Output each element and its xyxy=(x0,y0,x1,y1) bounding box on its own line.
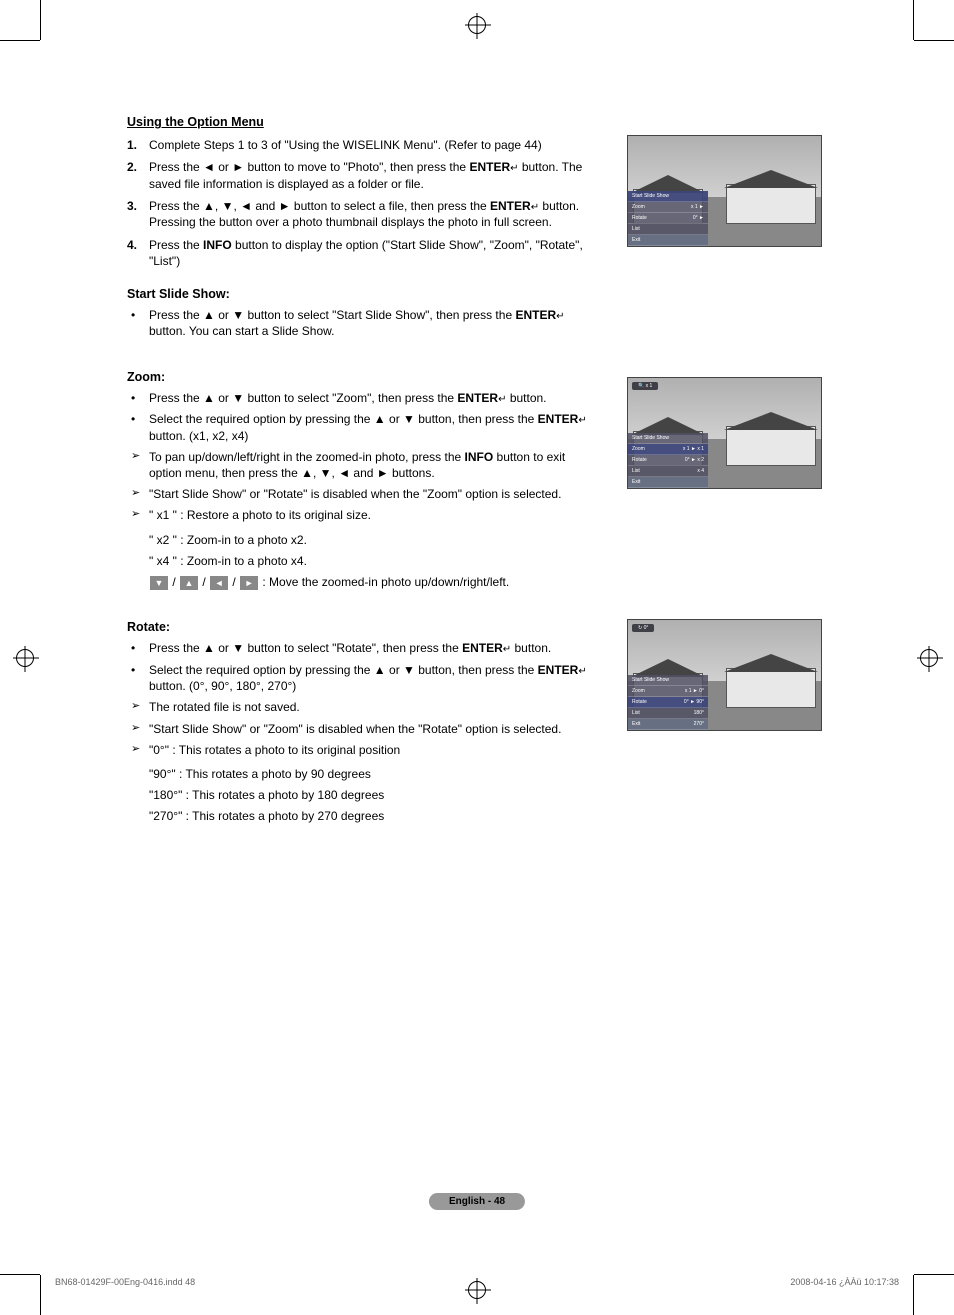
zoom-move-line: ▼ / ▲ / ◄ / ► : Move the zoomed-in photo… xyxy=(127,574,592,590)
bullet-item: ➢The rotated file is not saved. xyxy=(127,699,592,715)
enter-icon: ↵ xyxy=(578,665,586,679)
menu-row: List180° xyxy=(628,708,708,719)
direction-key: ► xyxy=(240,576,258,590)
bullet-item: •Press the ▲ or ▼ button to select "Rota… xyxy=(127,640,592,657)
registration-mark xyxy=(16,649,34,667)
menu-row: Start Slide Show xyxy=(628,433,708,444)
main-column: Using the Option Menu 1.Complete Steps 1… xyxy=(127,115,592,829)
registration-mark xyxy=(468,16,486,34)
bullet-item: ➢To pan up/down/left/right in the zoomed… xyxy=(127,449,592,481)
direction-key: ▼ xyxy=(150,576,168,590)
screenshot-3: ↻ 0° Start Slide ShowZoomx 1 ► 0°Rotate0… xyxy=(627,619,822,731)
menu-row: Exit xyxy=(628,477,708,488)
menu-row: List xyxy=(628,224,708,235)
rotate-badge: ↻ 0° xyxy=(632,624,654,632)
menu-row: Exit xyxy=(628,235,708,246)
footer-filename: BN68-01429F-00Eng-0416.indd 48 xyxy=(55,1277,195,1287)
steps-list: 1.Complete Steps 1 to 3 of "Using the WI… xyxy=(127,137,592,269)
enter-icon: ↵ xyxy=(510,162,518,176)
step-item: 4.Press the INFO button to display the o… xyxy=(127,237,592,269)
bullet-item: ➢"0°" : This rotates a photo to its orig… xyxy=(127,742,592,758)
step-item: 1.Complete Steps 1 to 3 of "Using the WI… xyxy=(127,137,592,153)
enter-icon: ↵ xyxy=(578,414,586,428)
screenshot-2: 🔍 x 1 Start Slide ShowZoomx 1 ► x 1Rotat… xyxy=(627,377,822,489)
zoom-bullets: •Press the ▲ or ▼ button to select "Zoom… xyxy=(127,390,592,524)
crop-mark xyxy=(914,1235,954,1275)
sub-line: "180°" : This rotates a photo by 180 deg… xyxy=(127,787,592,803)
screenshot-1: Start Slide ShowZoomx 1 ►Rotate0° ►ListE… xyxy=(627,135,822,247)
crop-mark xyxy=(0,1235,40,1275)
registration-mark xyxy=(920,649,938,667)
direction-key: ◄ xyxy=(210,576,228,590)
sub-line: " x2 " : Zoom-in to a photo x2. xyxy=(127,532,592,548)
slideshow-bullets: •Press the ▲ or ▼ button to select "Star… xyxy=(127,307,592,340)
menu-row: Rotate0° ► x 2 xyxy=(628,455,708,466)
enter-icon: ↵ xyxy=(503,643,511,657)
sub-line: "90°" : This rotates a photo by 90 degre… xyxy=(127,766,592,782)
menu-row: Rotate0° ► xyxy=(628,213,708,224)
enter-icon: ↵ xyxy=(556,310,564,324)
footer-timestamp: 2008-04-16 ¿ÀÀü 10:17:38 xyxy=(790,1277,899,1287)
page-number: English - 48 xyxy=(429,1193,525,1210)
enter-icon: ↵ xyxy=(498,393,506,407)
step-item: 3.Press the ▲, ▼, ◄ and ► button to sele… xyxy=(127,198,592,231)
sub-line: " x4 " : Zoom-in to a photo x4. xyxy=(127,553,592,569)
bullet-item: ➢" x1 " : Restore a photo to its origina… xyxy=(127,507,592,523)
menu-row: Start Slide Show xyxy=(628,675,708,686)
screenshots-column: Start Slide ShowZoomx 1 ►Rotate0° ►ListE… xyxy=(627,115,827,861)
menu-row: Zoomx 1 ► xyxy=(628,202,708,213)
menu-row: Zoomx 1 ► x 1 xyxy=(628,444,708,455)
bullet-item: •Select the required option by pressing … xyxy=(127,411,592,444)
section-title: Using the Option Menu xyxy=(127,115,592,129)
crop-mark xyxy=(914,40,954,80)
zoom-badge: 🔍 x 1 xyxy=(632,382,658,390)
step-item: 2.Press the ◄ or ► button to move to "Ph… xyxy=(127,159,592,192)
enter-icon: ↵ xyxy=(531,201,539,215)
registration-mark xyxy=(468,1281,486,1299)
menu-row: Start Slide Show xyxy=(628,191,708,202)
crop-mark xyxy=(0,40,40,80)
menu-row: Rotate0° ► 90° xyxy=(628,697,708,708)
zoom-title: Zoom: xyxy=(127,370,592,384)
rotate-bullets: •Press the ▲ or ▼ button to select "Rota… xyxy=(127,640,592,758)
bullet-item: •Press the ▲ or ▼ button to select "Zoom… xyxy=(127,390,592,407)
slideshow-title: Start Slide Show: xyxy=(127,287,592,301)
menu-row: Exit270° xyxy=(628,719,708,730)
bullet-item: ➢"Start Slide Show" or "Rotate" is disab… xyxy=(127,486,592,502)
menu-row: Listx 4 xyxy=(628,466,708,477)
direction-key: ▲ xyxy=(180,576,198,590)
sub-line: "270°" : This rotates a photo by 270 deg… xyxy=(127,808,592,824)
menu-row: Zoomx 1 ► 0° xyxy=(628,686,708,697)
bullet-item: •Select the required option by pressing … xyxy=(127,662,592,695)
rotate-title: Rotate: xyxy=(127,620,592,634)
bullet-item: ➢"Start Slide Show" or "Zoom" is disable… xyxy=(127,721,592,737)
